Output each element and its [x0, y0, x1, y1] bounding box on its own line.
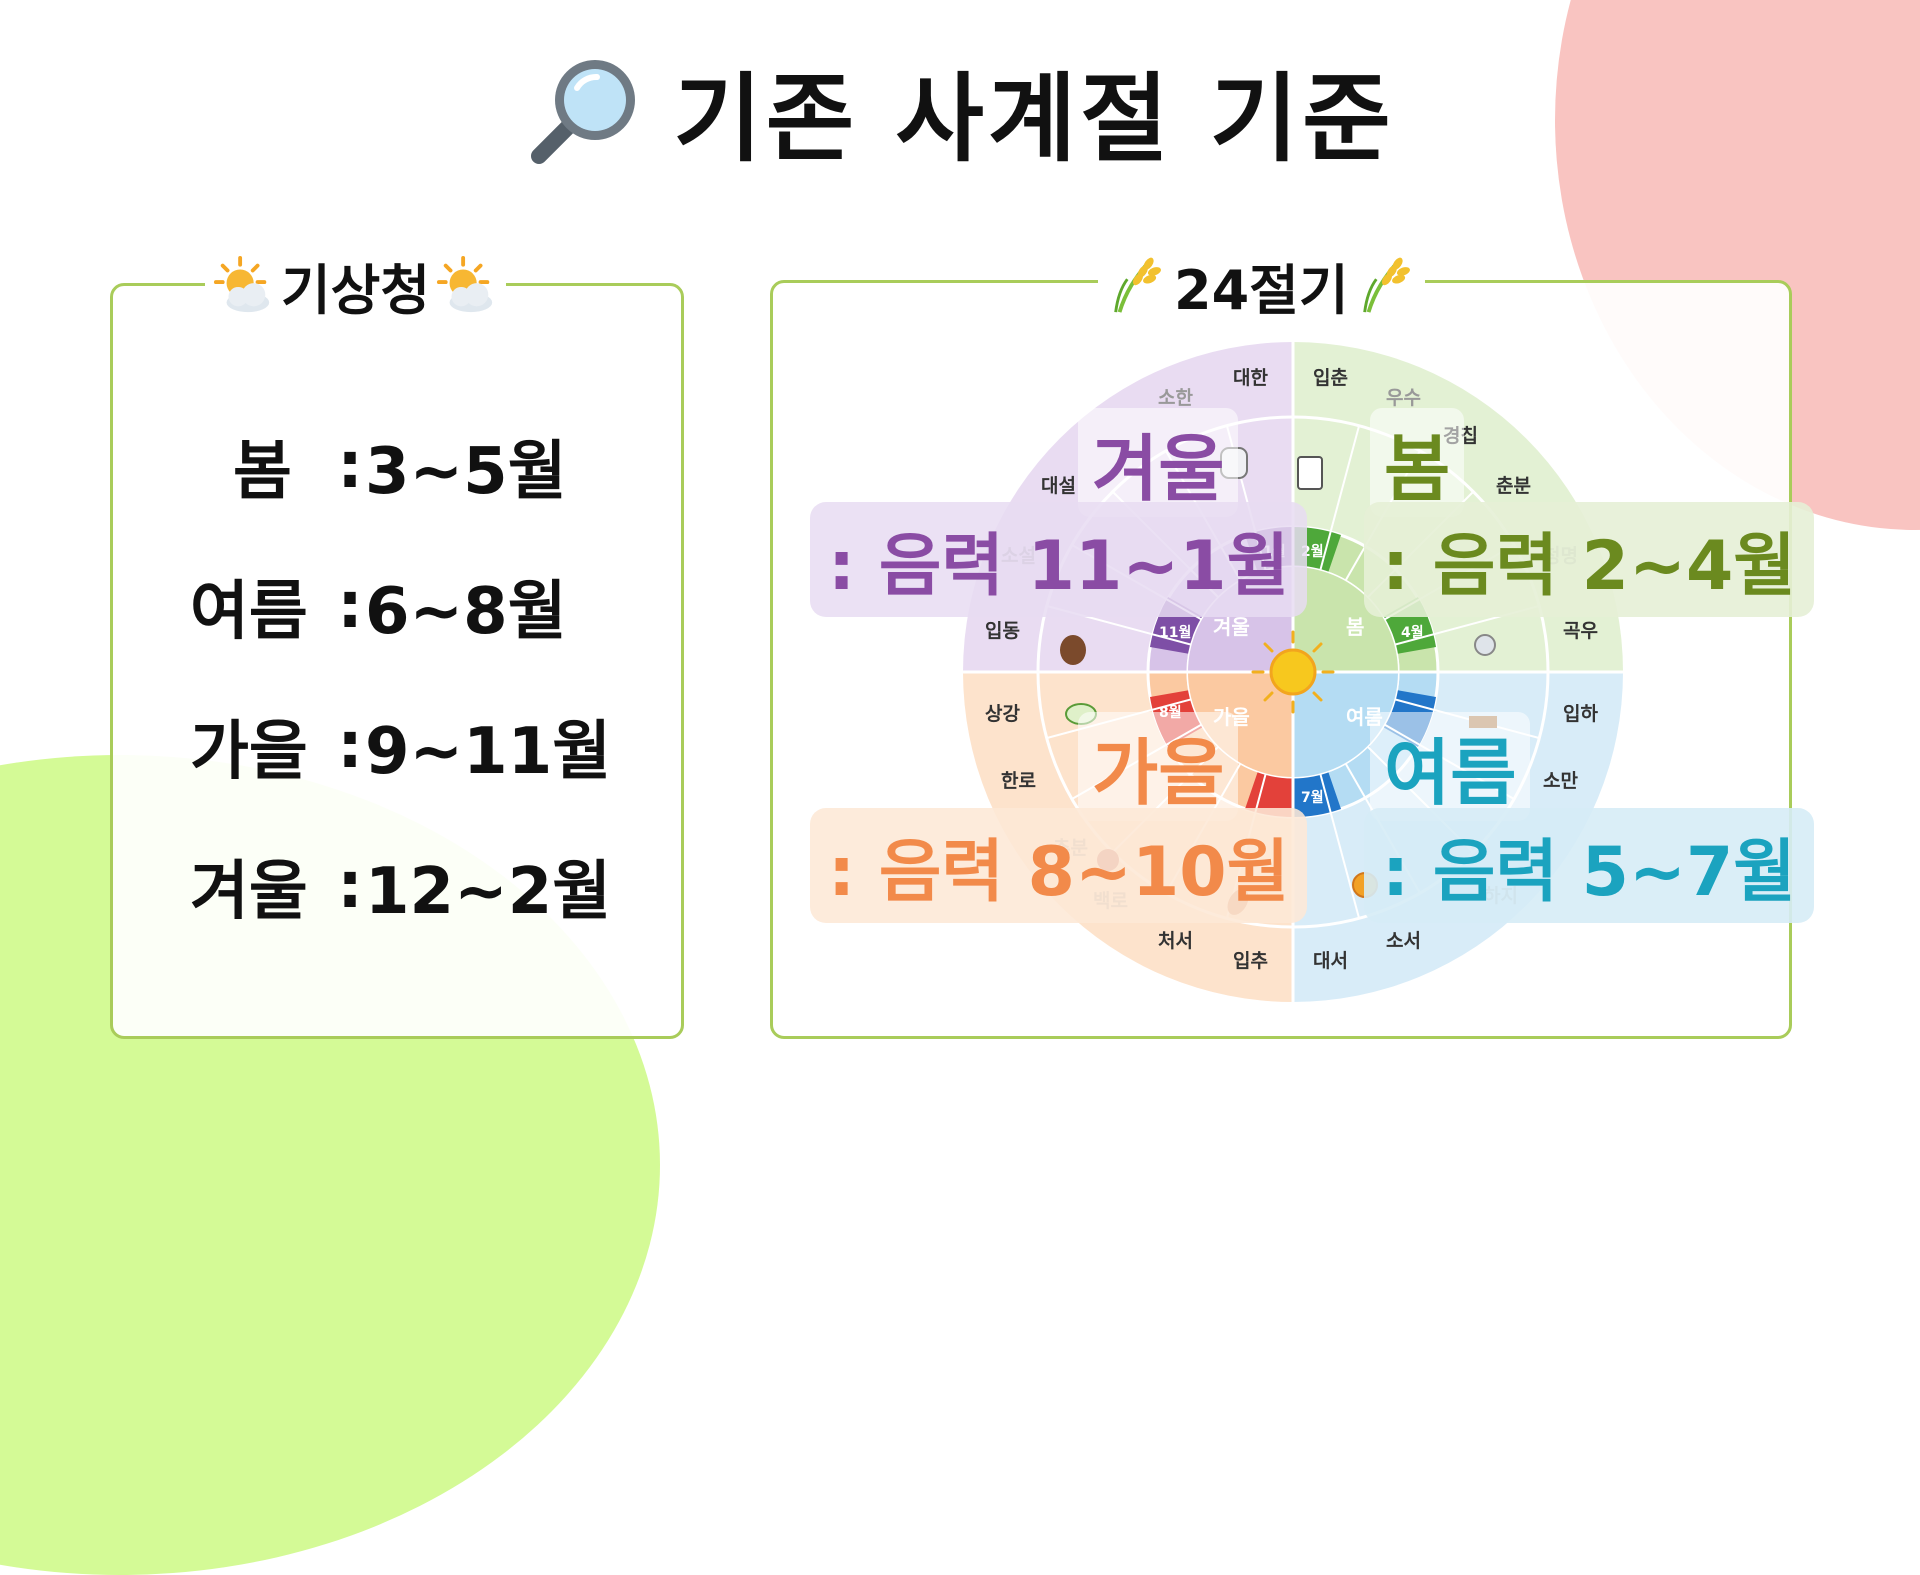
season-name: 봄	[233, 435, 292, 509]
month-tag: 4월	[1401, 624, 1424, 641]
spring-lunar-range: : 음력 2~4월	[1364, 502, 1814, 617]
season-row-autumn: 가을 : 9~11월	[190, 700, 611, 792]
solar-term-label: 대설	[1041, 475, 1076, 497]
kma-label: 기상청	[205, 245, 507, 325]
page-title: 기존 사계절 기준	[0, 40, 1920, 180]
solar-term-label: 소한	[1158, 387, 1193, 409]
sun-behind-cloud-icon	[213, 255, 270, 313]
solar-term-label: 곡우	[1563, 620, 1598, 642]
colon: :	[337, 709, 363, 783]
season-range: 6~8월	[365, 575, 567, 649]
summer-overlay-title: 여름	[1370, 712, 1531, 821]
rice-stalk-icon	[1114, 257, 1161, 313]
solar-term-label: 입하	[1563, 703, 1598, 725]
rain-cloud-icon	[1474, 634, 1496, 656]
colon: :	[337, 849, 363, 923]
solar-term-label: 소서	[1386, 930, 1421, 952]
autumn-lunar-range: : 음력 8~10월	[810, 808, 1308, 923]
winter-lunar-range: : 음력 11~1월	[810, 502, 1308, 617]
solar-term-label: 우수	[1386, 387, 1421, 409]
season-row-winter: 겨울 : 12~2월	[190, 840, 611, 932]
summer-lunar-range: : 음력 5~7월	[1364, 808, 1814, 923]
solar-term-label: 상강	[985, 703, 1020, 725]
solar-term-label: 처서	[1158, 930, 1193, 952]
colon: :	[337, 569, 363, 643]
center-sun-icon	[1251, 630, 1335, 714]
solar-term-label: 춘분	[1496, 475, 1531, 497]
magnifier-icon	[531, 60, 636, 164]
solar-term-label: 입동	[985, 620, 1020, 642]
wheel-center-label: 봄	[1346, 615, 1364, 639]
season-name: 겨울	[190, 855, 308, 929]
solar-term-label: 입추	[1233, 950, 1268, 972]
calendar-icon	[1297, 456, 1323, 490]
kma-label-text: 기상청	[281, 258, 431, 322]
solar-term-label: 소만	[1543, 770, 1578, 792]
jar-icon	[1060, 635, 1086, 665]
sun-behind-cloud-icon	[437, 255, 493, 313]
season-row-spring: 봄 : 3~5월	[190, 420, 567, 512]
solar-terms-label-text: 24절기	[1174, 258, 1349, 322]
season-range: 12~2월	[365, 855, 612, 929]
season-row-summer: 여름 : 6~8월	[190, 560, 567, 652]
solar-term-label: 한로	[1001, 770, 1036, 792]
autumn-overlay-title: 가을	[1078, 712, 1239, 821]
colon: :	[337, 429, 363, 503]
solar-term-label: 대한	[1233, 367, 1268, 389]
season-range: 9~11월	[365, 715, 612, 789]
wheel-center-label: 겨울	[1213, 615, 1250, 639]
season-name: 여름	[190, 575, 308, 649]
season-name: 가을	[190, 715, 308, 789]
kma-panel	[110, 283, 684, 1039]
rice-stalk-icon	[1362, 257, 1410, 313]
month-tag: 11월	[1159, 624, 1191, 641]
title-text: 기존 사계절 기준	[673, 62, 1395, 175]
month-tag: 7월	[1301, 789, 1324, 806]
solar-term-label: 대서	[1313, 950, 1348, 972]
solar-terms-label: 24절기	[1098, 245, 1425, 325]
spring-overlay-title: 봄	[1370, 408, 1465, 517]
season-range: 3~5월	[365, 435, 567, 509]
winter-overlay-title: 겨울	[1078, 408, 1239, 517]
solar-term-label: 입춘	[1313, 367, 1348, 389]
